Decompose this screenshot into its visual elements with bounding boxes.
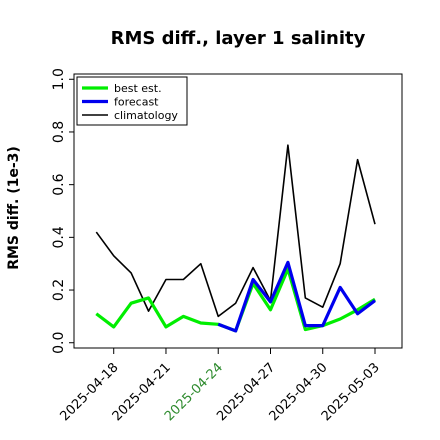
series-line-forecast xyxy=(217,260,376,333)
y-tick-label: 0.8 xyxy=(51,121,67,143)
legend-label: best est. xyxy=(114,82,162,95)
y-tick-label: 0.0 xyxy=(51,332,67,354)
chart-title: RMS diff., layer 1 salinity xyxy=(111,28,366,49)
series-line-climatology xyxy=(95,144,376,318)
legend-label: forecast xyxy=(114,96,159,109)
legend-label: climatology xyxy=(114,109,178,122)
y-axis-label: RMS diff. (1e-3) xyxy=(6,146,22,270)
y-tick-label: 0.4 xyxy=(51,226,67,248)
y-tick-label: 0.2 xyxy=(51,279,67,301)
plot-frame xyxy=(73,73,403,349)
y-tick-label: 1.0 xyxy=(51,68,67,90)
series-layer xyxy=(95,144,376,333)
y-axis-ticks: 0.0 0.2 0.4 0.6 0.8 1.0 xyxy=(51,68,74,354)
x-axis-ticks: 2025-04-182025-04-212025-04-242025-04-27… xyxy=(58,348,383,424)
y-tick-label: 0.6 xyxy=(51,173,67,195)
